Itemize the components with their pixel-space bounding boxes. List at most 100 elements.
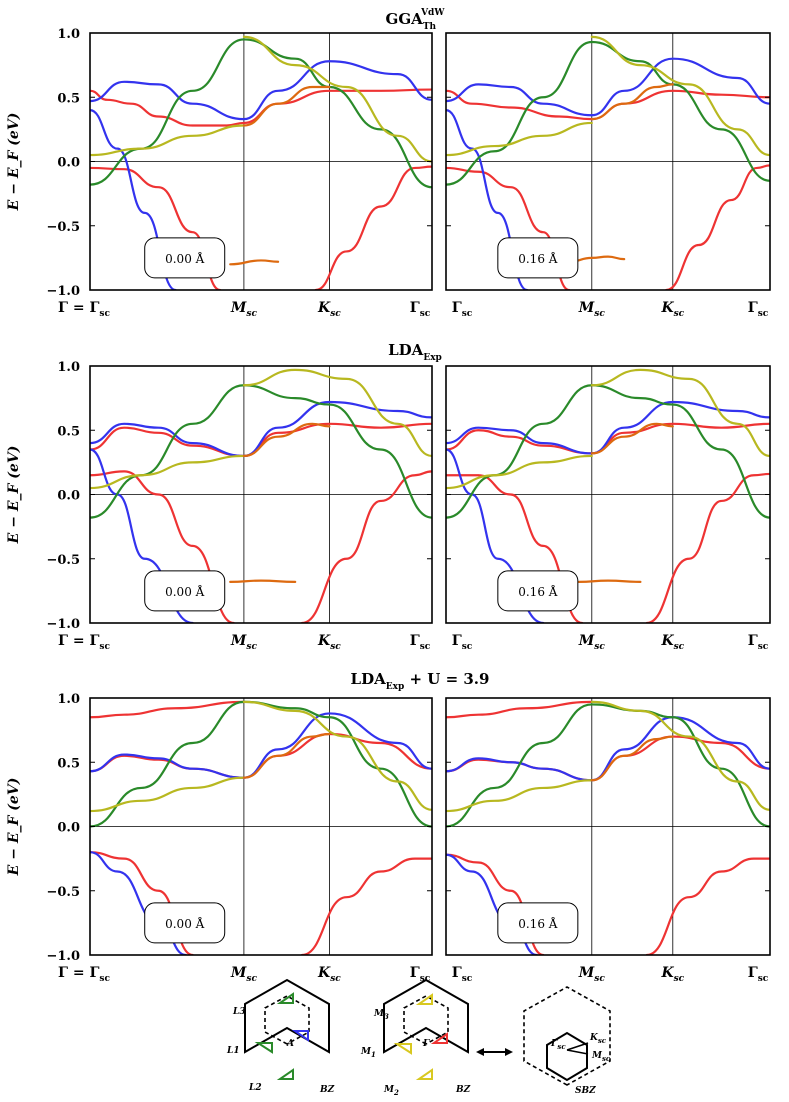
displacement-label: 0.16 Å <box>518 251 558 266</box>
band-red1 <box>446 429 593 455</box>
band-red4 <box>300 470 432 623</box>
y-tick-label: 1.0 <box>57 360 80 375</box>
band-red4 <box>314 165 432 290</box>
y-tick-label: −0.5 <box>46 220 80 235</box>
kpoint-label-k: Ksc <box>317 965 341 984</box>
band-blue1 <box>446 83 593 117</box>
title-lda-main: LDA <box>388 341 424 359</box>
bz-label-A: A <box>286 1039 294 1049</box>
bz-label-Gamma: Γ <box>422 1039 430 1049</box>
chart-row-1: 1.0 0.5 0.0 −0.5 −1.0 E − E_F (eV) 0.00 Å Γ = Γ… <box>6 27 771 319</box>
band-green1 <box>90 384 245 519</box>
title-gga-sup: VdW <box>420 8 445 18</box>
kpoint-label-gamma-end: Γsc <box>410 965 431 984</box>
panel-2-1: 0.00 Å Γ = Γsc Msc Ksc Γsc <box>58 365 433 652</box>
band-orange1 <box>568 255 626 263</box>
band-red5 <box>90 700 245 719</box>
y-tick-label: 0.0 <box>57 489 80 504</box>
y-tick-label: 0.0 <box>57 156 80 171</box>
band-olive2 <box>242 368 432 458</box>
kpoint-label-gamma-end: Γsc <box>748 633 769 652</box>
kpoint-label-k: Ksc <box>317 633 341 652</box>
displacement-box <box>144 237 226 279</box>
band-blue1 <box>90 80 245 121</box>
displacement-box <box>144 570 226 612</box>
bz-hexagon-1 <box>244 978 330 1054</box>
band-olive1 <box>90 776 245 813</box>
bands <box>90 368 432 623</box>
y-tick-label: −0.5 <box>46 553 80 568</box>
chart-row-2: 1.0 0.5 0.0 −0.5 −1.0 E − E_F (eV) 0.00 Å Γ = Γ… <box>6 360 771 652</box>
title-ldau-sub: Exp <box>386 682 405 692</box>
bz-label-Ksc: Ksc <box>589 1033 607 1045</box>
bz-wedge-A <box>291 1030 309 1042</box>
kpoint-label-gamma-start: Γ = Γsc <box>58 300 110 319</box>
bz-label-L1: L1 <box>226 1046 240 1056</box>
title-gga: GGATh VdW <box>386 8 446 32</box>
band-green1 <box>90 700 245 828</box>
kpoint-label-gamma-start: Γ = Γsc <box>58 965 110 984</box>
bz-arrowhead-right <box>505 1048 513 1056</box>
band-olive2 <box>242 700 432 811</box>
band-blue2 <box>590 400 770 455</box>
bz-label-M3: M3 <box>373 1009 389 1021</box>
band-red2 <box>242 88 432 125</box>
band-green2 <box>590 40 770 182</box>
title-ldau: LDAExp + U = 3.9 <box>351 670 490 692</box>
band-blue1 <box>90 422 245 458</box>
bz-wedge-M2 <box>415 1068 433 1080</box>
title-gga-main: GGA <box>386 10 424 28</box>
bz-label-BZ-1: BZ <box>319 1085 335 1095</box>
y-tick-label: −1.0 <box>46 949 80 964</box>
displacement-label: 0.00 Å <box>165 916 205 931</box>
kpoint-label-gamma-end: Γsc <box>748 300 769 319</box>
kpoint-label-m: Msc <box>578 633 606 652</box>
bands <box>90 35 432 290</box>
band-olive2 <box>590 35 770 157</box>
y-tick-label: −0.5 <box>46 885 80 900</box>
band-green2 <box>242 700 432 828</box>
y-tick-label: −1.0 <box>46 284 80 299</box>
chart-row-3: 1.0 0.5 0.0 −0.5 −1.0 E − E_F (eV) 0.00 Å Γ = Γ… <box>6 692 771 984</box>
bz-label-M1: M1 <box>360 1047 376 1059</box>
band-orange2 <box>590 735 674 782</box>
y-tick-label: −1.0 <box>46 617 80 632</box>
bz-label-BZ-2: BZ <box>455 1085 471 1095</box>
panel-1-2: 0.16 Å Γsc Msc Ksc Γsc <box>445 32 771 319</box>
band-olive2 <box>242 35 432 163</box>
band-red2 <box>242 422 432 458</box>
kpoint-label-m: Msc <box>578 300 606 319</box>
bz-arrowhead-left <box>476 1048 484 1056</box>
band-orange1 <box>577 579 642 583</box>
bands <box>446 700 770 955</box>
bz-label-Msc: Msc <box>591 1051 611 1063</box>
bz-wedge-Gamma <box>430 1032 448 1044</box>
band-red1 <box>446 89 593 121</box>
y-axis-label: E − E_F (eV) <box>6 113 22 212</box>
bz-wedge-L3 <box>276 992 294 1004</box>
y-tick-label: 0.5 <box>57 756 80 771</box>
band-green2 <box>242 38 432 189</box>
panel-3-2: 0.16 Å Γsc Msc Ksc Γsc <box>445 697 771 984</box>
band-green2 <box>590 384 770 519</box>
band-blue2 <box>590 716 770 782</box>
title-ldau-tail: + U = 3.9 <box>404 670 489 688</box>
bz-hexagon-2 <box>383 978 469 1054</box>
band-red4 <box>645 472 770 623</box>
kpoint-label-k: Ksc <box>660 965 684 984</box>
bz-label-M2: M2 <box>383 1085 399 1097</box>
displacement-box <box>144 902 226 944</box>
y-tick-label: 1.0 <box>57 27 80 42</box>
y-tick-label: 1.0 <box>57 692 80 707</box>
displacement-box <box>497 570 579 612</box>
bz-label-SBZ: SBZ <box>575 1086 596 1096</box>
band-red4 <box>645 857 770 955</box>
band-green1 <box>446 384 593 519</box>
band-green2 <box>242 384 432 519</box>
panel-3-1: 0.00 Å Γ = Γsc Msc Ksc Γsc <box>58 697 433 984</box>
bands <box>90 700 432 955</box>
kpoint-label-gamma-end: Γsc <box>748 965 769 984</box>
displacement-box <box>497 237 579 279</box>
band-orange1 <box>229 259 280 266</box>
kpoint-label-k: Ksc <box>317 300 341 319</box>
